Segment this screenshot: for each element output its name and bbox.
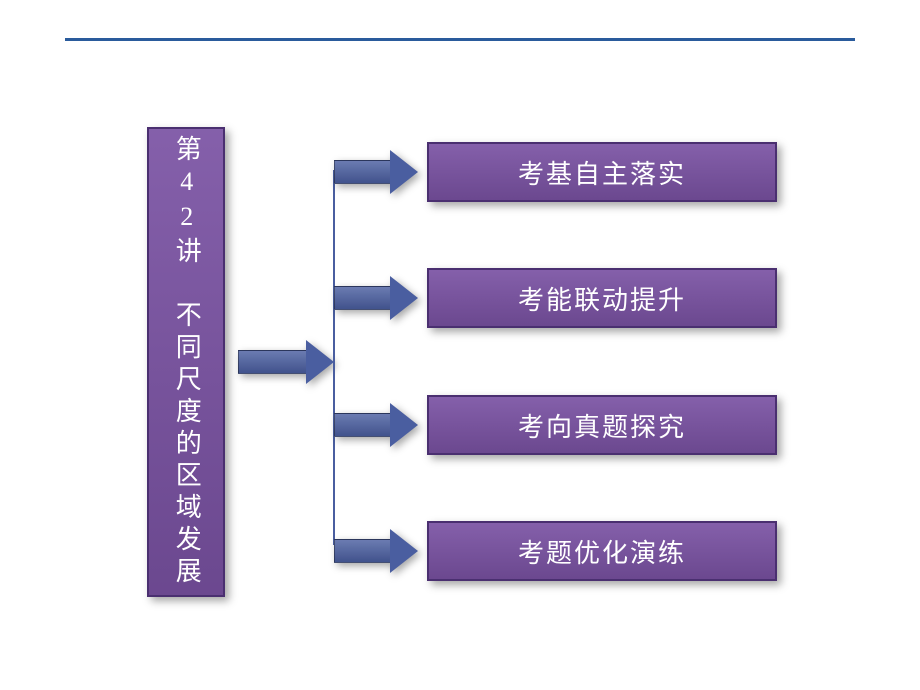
main-arrow	[238, 340, 334, 384]
target-label: 考基自主落实	[518, 154, 686, 191]
branch-arrow-2	[334, 276, 418, 320]
target-label: 考能联动提升	[518, 280, 686, 317]
vertical-connector	[333, 170, 335, 545]
target-label: 考题优化演练	[518, 533, 686, 570]
target-box-2: 考能联动提升	[427, 268, 777, 328]
branch-arrow-3	[334, 403, 418, 447]
source-label: 第42讲 不同尺度的区域发展	[170, 135, 203, 589]
arrow-shaft	[334, 160, 390, 184]
source-box: 第42讲 不同尺度的区域发展	[147, 127, 225, 597]
arrow-shaft	[334, 286, 390, 310]
branch-arrow-4	[334, 529, 418, 573]
arrow-shaft	[334, 413, 390, 437]
target-box-4: 考题优化演练	[427, 521, 777, 581]
arrow-shaft	[238, 350, 306, 374]
arrow-head	[306, 340, 334, 384]
target-box-1: 考基自主落实	[427, 142, 777, 202]
slide-canvas: 第42讲 不同尺度的区域发展 考基自主落实 考能联动提升 考向真题探究 考题优化…	[0, 0, 920, 690]
arrow-head	[390, 150, 418, 194]
target-label: 考向真题探究	[518, 407, 686, 444]
arrow-head	[390, 403, 418, 447]
target-box-3: 考向真题探究	[427, 395, 777, 455]
top-rule	[65, 38, 855, 41]
arrow-head	[390, 276, 418, 320]
branch-arrow-1	[334, 150, 418, 194]
arrow-shaft	[334, 539, 390, 563]
arrow-head	[390, 529, 418, 573]
